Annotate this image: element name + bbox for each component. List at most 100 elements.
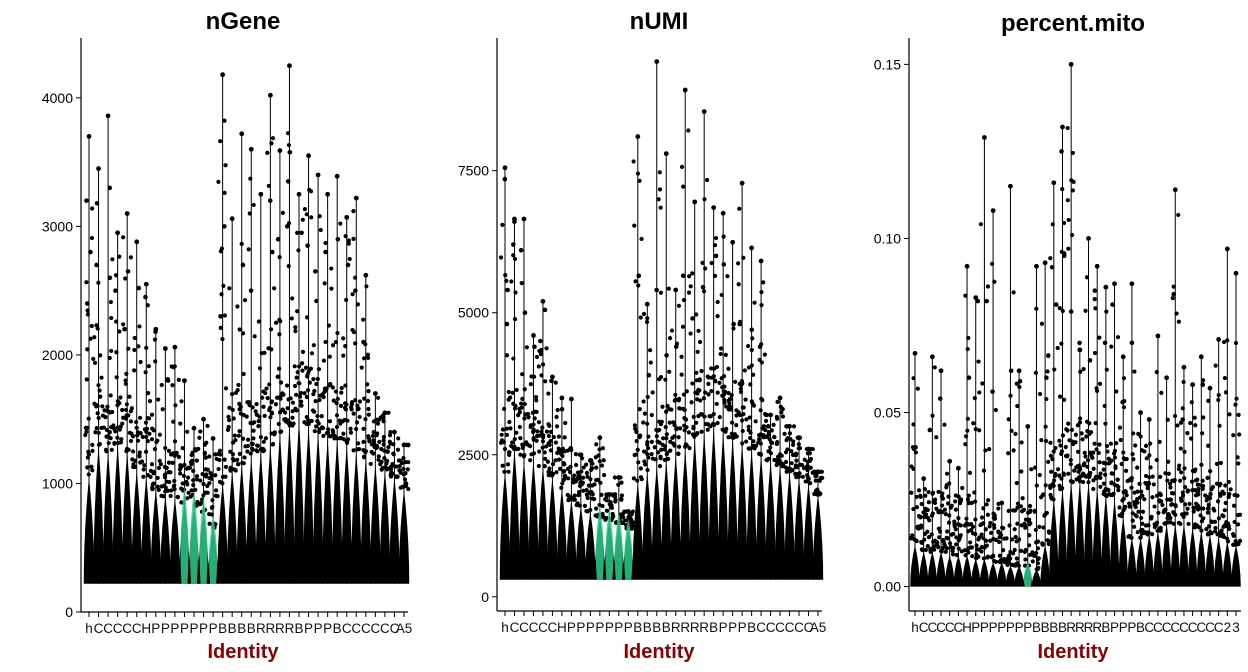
- data-point: [290, 415, 295, 420]
- data-point: [690, 432, 695, 437]
- data-point: [641, 311, 647, 317]
- outlier-point: [502, 176, 508, 182]
- x-tick-label: h: [501, 620, 509, 635]
- data-point: [365, 382, 370, 387]
- data-point: [157, 458, 162, 463]
- max-point: [982, 135, 987, 140]
- x-tick-label: C: [548, 620, 558, 635]
- x-tick-label: B: [1041, 620, 1050, 635]
- data-point: [560, 453, 565, 459]
- data-point: [689, 400, 694, 405]
- data-point: [764, 434, 769, 440]
- data-point: [657, 170, 662, 175]
- data-point: [343, 383, 348, 388]
- data-point: [1044, 396, 1049, 402]
- data-point: [599, 492, 604, 497]
- data-point: [1066, 421, 1071, 426]
- data-point: [987, 524, 992, 529]
- violin-body: [1014, 565, 1024, 587]
- data-point: [1069, 427, 1074, 432]
- data-point: [939, 549, 944, 554]
- data-point: [132, 335, 137, 341]
- outlier-point: [84, 198, 89, 203]
- violin-16: [650, 59, 664, 580]
- data-point: [140, 434, 145, 439]
- violin-body: [556, 488, 568, 580]
- data-point: [376, 457, 381, 462]
- violin-body: [1049, 499, 1059, 587]
- data-point: [334, 401, 339, 406]
- data-point: [321, 395, 326, 400]
- max-point: [1224, 246, 1230, 252]
- data-point: [1060, 433, 1066, 438]
- data-point: [985, 512, 990, 517]
- max-point: [606, 492, 612, 497]
- data-point: [213, 473, 218, 478]
- violin-28: [349, 195, 363, 584]
- data-point: [1180, 406, 1185, 411]
- data-point: [1043, 438, 1049, 444]
- data-point: [290, 296, 295, 301]
- max-point: [673, 287, 679, 293]
- data-point: [361, 439, 366, 444]
- data-point: [370, 433, 376, 438]
- data-point: [1130, 511, 1135, 516]
- x-tick-label: P: [719, 620, 728, 635]
- data-point: [90, 442, 95, 447]
- violin-body: [547, 477, 558, 580]
- data-point: [731, 326, 736, 331]
- data-point: [642, 411, 648, 416]
- data-point: [232, 433, 237, 438]
- x-tick-label: C: [1162, 620, 1172, 635]
- data-point: [991, 553, 996, 558]
- data-point: [112, 440, 117, 446]
- data-point: [1158, 525, 1163, 530]
- data-point: [922, 531, 928, 537]
- data-point: [981, 536, 986, 541]
- x-tick-label: P: [199, 621, 208, 636]
- data-point: [779, 410, 784, 415]
- data-point: [518, 452, 523, 457]
- data-point: [247, 403, 252, 408]
- data-point: [540, 439, 546, 444]
- data-point: [536, 364, 541, 369]
- data-point: [1179, 512, 1185, 517]
- data-point: [1081, 366, 1086, 372]
- data-point: [645, 421, 650, 426]
- data-point: [141, 474, 146, 479]
- data-point: [130, 457, 135, 462]
- x-tick-label: C: [529, 620, 539, 635]
- data-point: [973, 531, 978, 537]
- data-point: [795, 464, 800, 470]
- data-point: [121, 235, 126, 240]
- x-tick-label: C: [351, 621, 361, 636]
- data-point: [1101, 467, 1106, 472]
- data-point: [746, 343, 751, 349]
- data-point: [775, 461, 781, 466]
- x-axis-label: Identity: [207, 641, 279, 663]
- data-point: [121, 415, 126, 420]
- data-point: [553, 380, 558, 385]
- data-point: [1214, 461, 1220, 466]
- violin-0: [908, 350, 922, 587]
- max-point: [96, 166, 101, 171]
- data-point: [1133, 504, 1138, 510]
- max-point: [172, 344, 178, 350]
- data-point: [194, 458, 199, 463]
- data-point: [256, 423, 261, 429]
- data-point: [599, 463, 605, 468]
- data-point: [1208, 530, 1213, 535]
- data-point: [250, 447, 255, 452]
- data-point: [1070, 188, 1076, 193]
- data-point: [189, 488, 194, 493]
- data-point: [691, 414, 696, 419]
- data-point: [1038, 495, 1044, 500]
- data-point: [542, 463, 547, 469]
- data-point: [1070, 150, 1076, 156]
- data-point: [326, 323, 332, 328]
- data-point: [543, 379, 548, 384]
- data-point: [318, 227, 323, 233]
- data-point: [1182, 449, 1187, 454]
- data-point: [1167, 481, 1173, 486]
- violin-accent: [180, 486, 189, 584]
